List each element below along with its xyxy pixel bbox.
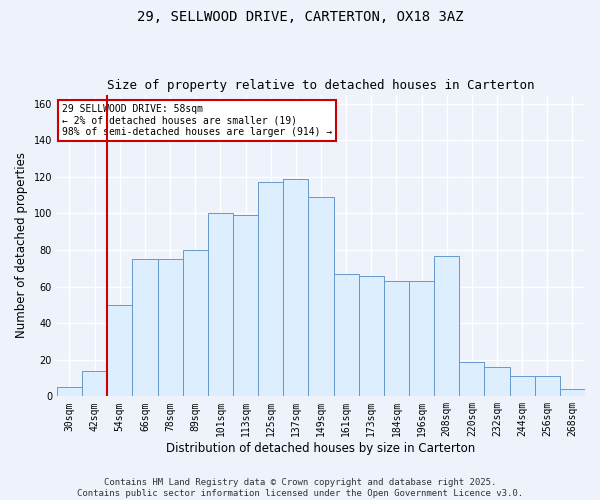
Bar — [182, 250, 208, 396]
Text: Contains HM Land Registry data © Crown copyright and database right 2025.
Contai: Contains HM Land Registry data © Crown c… — [77, 478, 523, 498]
Text: 29 SELLWOOD DRIVE: 58sqm
← 2% of detached houses are smaller (19)
98% of semi-de: 29 SELLWOOD DRIVE: 58sqm ← 2% of detache… — [62, 104, 332, 137]
Bar — [509, 376, 535, 396]
Bar — [560, 389, 585, 396]
Bar — [233, 216, 258, 396]
Bar — [258, 182, 283, 396]
Bar — [208, 214, 233, 396]
Y-axis label: Number of detached properties: Number of detached properties — [15, 152, 28, 338]
Bar — [409, 281, 434, 396]
Bar — [459, 362, 484, 396]
Text: 29, SELLWOOD DRIVE, CARTERTON, OX18 3AZ: 29, SELLWOOD DRIVE, CARTERTON, OX18 3AZ — [137, 10, 463, 24]
Bar — [535, 376, 560, 396]
Bar — [334, 274, 359, 396]
Bar — [484, 367, 509, 396]
Bar — [283, 178, 308, 396]
Bar — [57, 387, 82, 396]
Bar — [107, 305, 133, 396]
Bar — [384, 281, 409, 396]
Bar — [308, 197, 334, 396]
Bar — [434, 256, 459, 396]
X-axis label: Distribution of detached houses by size in Carterton: Distribution of detached houses by size … — [166, 442, 476, 455]
Bar — [158, 259, 182, 396]
Bar — [359, 276, 384, 396]
Bar — [133, 259, 158, 396]
Bar — [82, 370, 107, 396]
Title: Size of property relative to detached houses in Carterton: Size of property relative to detached ho… — [107, 79, 535, 92]
